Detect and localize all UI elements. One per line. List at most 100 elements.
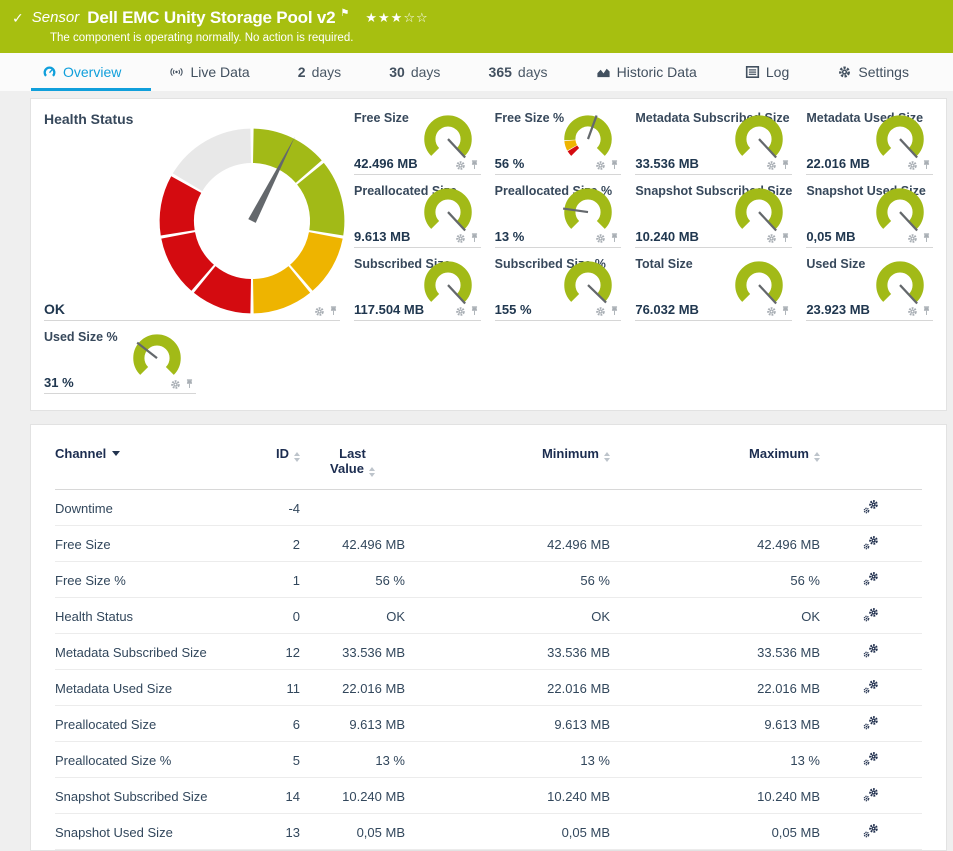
tile-pin-icon[interactable] [470,232,479,244]
tile-pin-icon[interactable] [922,232,931,244]
priority-stars[interactable]: ★★★☆☆ [365,8,428,28]
tile-pin-icon[interactable] [781,305,790,317]
tile-pin-icon[interactable] [470,159,479,171]
tile-pin-icon[interactable] [185,378,194,390]
channel-settings-icon[interactable] [863,823,879,838]
tile-title: Preallocated Size [354,184,457,198]
channel-settings-icon[interactable] [863,715,879,730]
channel-last-value-cell [300,489,405,526]
channel-table-row: Health Status 0 OK OK OK [55,597,922,634]
column-header-last-value[interactable]: Last Value [300,425,405,490]
channel-settings-icon[interactable] [863,499,879,514]
column-header-channel[interactable]: Channel [55,425,240,490]
channel-gauge-tile: Used Size 23.923 MB [806,250,933,321]
tab-live-data[interactable]: Live Data [167,53,251,91]
tile-settings-gear-icon[interactable] [170,379,181,390]
flag-icon[interactable]: ⚑ [340,8,350,19]
channel-settings-icon[interactable] [863,643,879,658]
tile-pin-icon[interactable] [610,232,619,244]
tile-title: Free Size [354,111,409,125]
tile-value: 117.504 MB [354,302,425,317]
channel-settings-icon[interactable] [863,607,879,622]
tile-settings-gear-icon[interactable] [766,306,777,317]
tile-pin-icon[interactable] [781,159,790,171]
channel-gauge [876,188,924,232]
tile-settings-gear-icon[interactable] [766,233,777,244]
channel-gauge-tile: Subscribed Size 117.504 MB [354,250,481,321]
channel-settings-icon[interactable] [863,751,879,766]
tile-value: 23.923 MB [806,302,870,317]
tile-settings-gear-icon[interactable] [595,306,606,317]
channel-maximum-cell: 10.240 MB [610,777,820,814]
channel-last-value-cell: OK [300,597,405,634]
tab-overview[interactable]: Overview [30,53,152,91]
channel-minimum-cell: 56 % [405,561,610,598]
table-header-row: Channel ID Last Value Minimum Maximum [55,425,922,490]
tab-label: Log [765,64,790,80]
tab-2-days[interactable]: 2 days [296,53,343,91]
channel-maximum-cell: 33.536 MB [610,633,820,670]
tile-settings-gear-icon[interactable] [314,306,325,317]
column-header-id[interactable]: ID [240,425,300,490]
tab-historic-data[interactable]: Historic Data [594,53,699,91]
tile-pin-icon[interactable] [922,305,931,317]
tile-value: 22.016 MB [806,156,870,171]
gauges-panel: Health Status OK Free Size [30,98,947,411]
tile-settings-gear-icon[interactable] [455,233,466,244]
column-header-minimum[interactable]: Minimum [405,425,610,490]
column-header-maximum[interactable]: Maximum [610,425,820,490]
tile-title: Free Size % [494,111,565,125]
channel-maximum-cell: 13 % [610,741,820,778]
channel-minimum-cell: 9.613 MB [405,705,610,742]
channel-table-row: Preallocated Size % 5 13 % 13 % 13 % [55,741,922,778]
channel-gauge-tile: Metadata Used Size 22.016 MB [806,104,933,175]
channel-settings-icon[interactable] [863,679,879,694]
tile-title: Used Size % [44,330,118,344]
channel-name-cell: Metadata Subscribed Size [55,633,240,670]
tab-label: days [410,64,441,80]
tab-settings[interactable]: Settings [835,53,911,91]
channel-gauge [423,261,472,305]
tab-365-days[interactable]: 365 days [487,53,550,91]
tile-pin-icon[interactable] [329,305,338,317]
channel-table-row: Preallocated Size 6 9.613 MB 9.613 MB 9.… [55,705,922,742]
tile-settings-gear-icon[interactable] [455,160,466,171]
tile-pin-icon[interactable] [610,159,619,171]
channel-settings-icon[interactable] [863,787,879,802]
tile-settings-gear-icon[interactable] [907,233,918,244]
tab-30-days[interactable]: 30 days [387,53,442,91]
tile-title: Subscribed Size [354,257,451,271]
tile-settings-gear-icon[interactable] [595,233,606,244]
tile-settings-gear-icon[interactable] [595,160,606,171]
tile-pin-icon[interactable] [610,305,619,317]
tab-label: Settings [858,64,909,80]
tile-settings-gear-icon[interactable] [907,160,918,171]
tile-settings-gear-icon[interactable] [455,306,466,317]
channel-name-cell: Downtime [55,489,240,526]
channel-gauge [423,115,472,159]
tile-settings-gear-icon[interactable] [766,160,777,171]
tile-value: 9.613 MB [354,229,411,244]
channel-settings-icon[interactable] [863,571,879,586]
tile-value: 10.240 MB [635,229,699,244]
tile-value: 42.496 MB [354,156,418,171]
tile-settings-gear-icon[interactable] [907,306,918,317]
channel-settings-icon[interactable] [863,535,879,550]
tab-log[interactable]: Log [743,53,791,91]
tile-title: Used Size [806,257,866,271]
sort-icon [368,467,375,477]
channel-gauge [735,115,784,159]
channel-id-cell: 6 [240,705,300,742]
channel-id-cell: -4 [240,489,300,526]
channels-panel: Channel ID Last Value Minimum Maximum [30,424,947,851]
channel-maximum-cell: 56 % [610,561,820,598]
channel-id-cell: 1 [240,561,300,598]
tab-label: Historic Data [616,64,697,80]
column-header-actions [820,425,922,490]
tab-bar: Overview Live Data 2 days 30 days 365 da… [0,53,953,91]
tile-pin-icon[interactable] [922,159,931,171]
tile-pin-icon[interactable] [781,232,790,244]
tile-pin-icon[interactable] [470,305,479,317]
channel-id-cell: 5 [240,741,300,778]
channel-maximum-cell: 0,05 MB [610,813,820,850]
